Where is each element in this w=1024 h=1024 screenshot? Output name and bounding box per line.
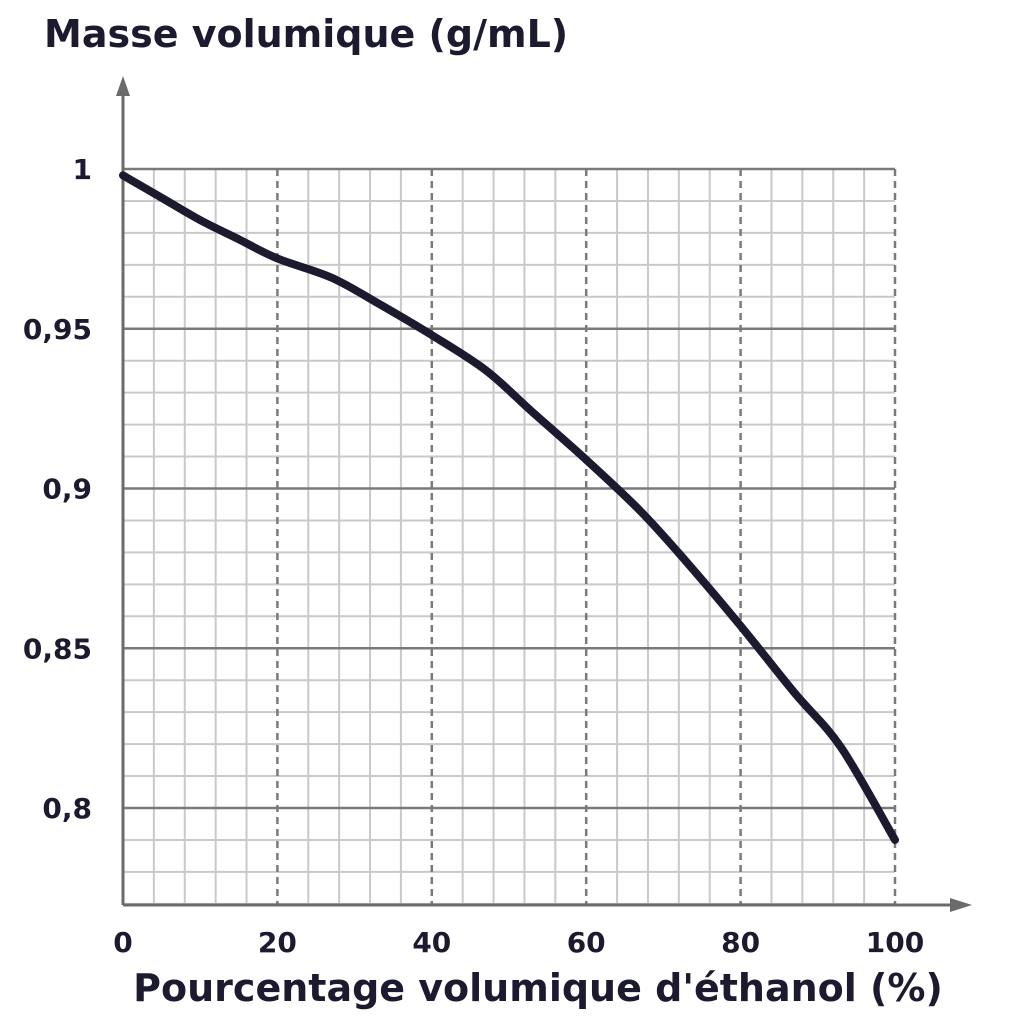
series-line xyxy=(119,171,899,844)
x-axis-arrow-icon xyxy=(950,898,972,912)
major-grid xyxy=(123,167,897,905)
x-tick-label: 60 xyxy=(567,926,606,959)
x-tick-label: 40 xyxy=(412,926,451,959)
y-tick-label: 0,9 xyxy=(42,473,92,506)
x-tick-label: 0 xyxy=(113,926,132,959)
axes xyxy=(116,76,972,912)
x-tick-label: 100 xyxy=(866,926,924,959)
y-tick-label: 0,85 xyxy=(23,632,92,665)
x-tick-label: 20 xyxy=(258,926,297,959)
y-axis-title: Masse volumique (g/mL) xyxy=(44,12,569,56)
minor-grid xyxy=(123,169,895,905)
y-axis-arrow-icon xyxy=(116,76,130,96)
y-tick-label: 0,8 xyxy=(42,792,92,825)
y-tick-label: 1 xyxy=(73,153,92,186)
y-tick-label: 0,95 xyxy=(23,313,92,346)
tick-labels: 0 20 40 60 80 100 0,8 0,85 0,9 0,95 1 xyxy=(23,153,924,959)
x-tick-label: 80 xyxy=(721,926,760,959)
x-axis-title: Pourcentage volumique d'éthanol (%) xyxy=(133,966,943,1010)
